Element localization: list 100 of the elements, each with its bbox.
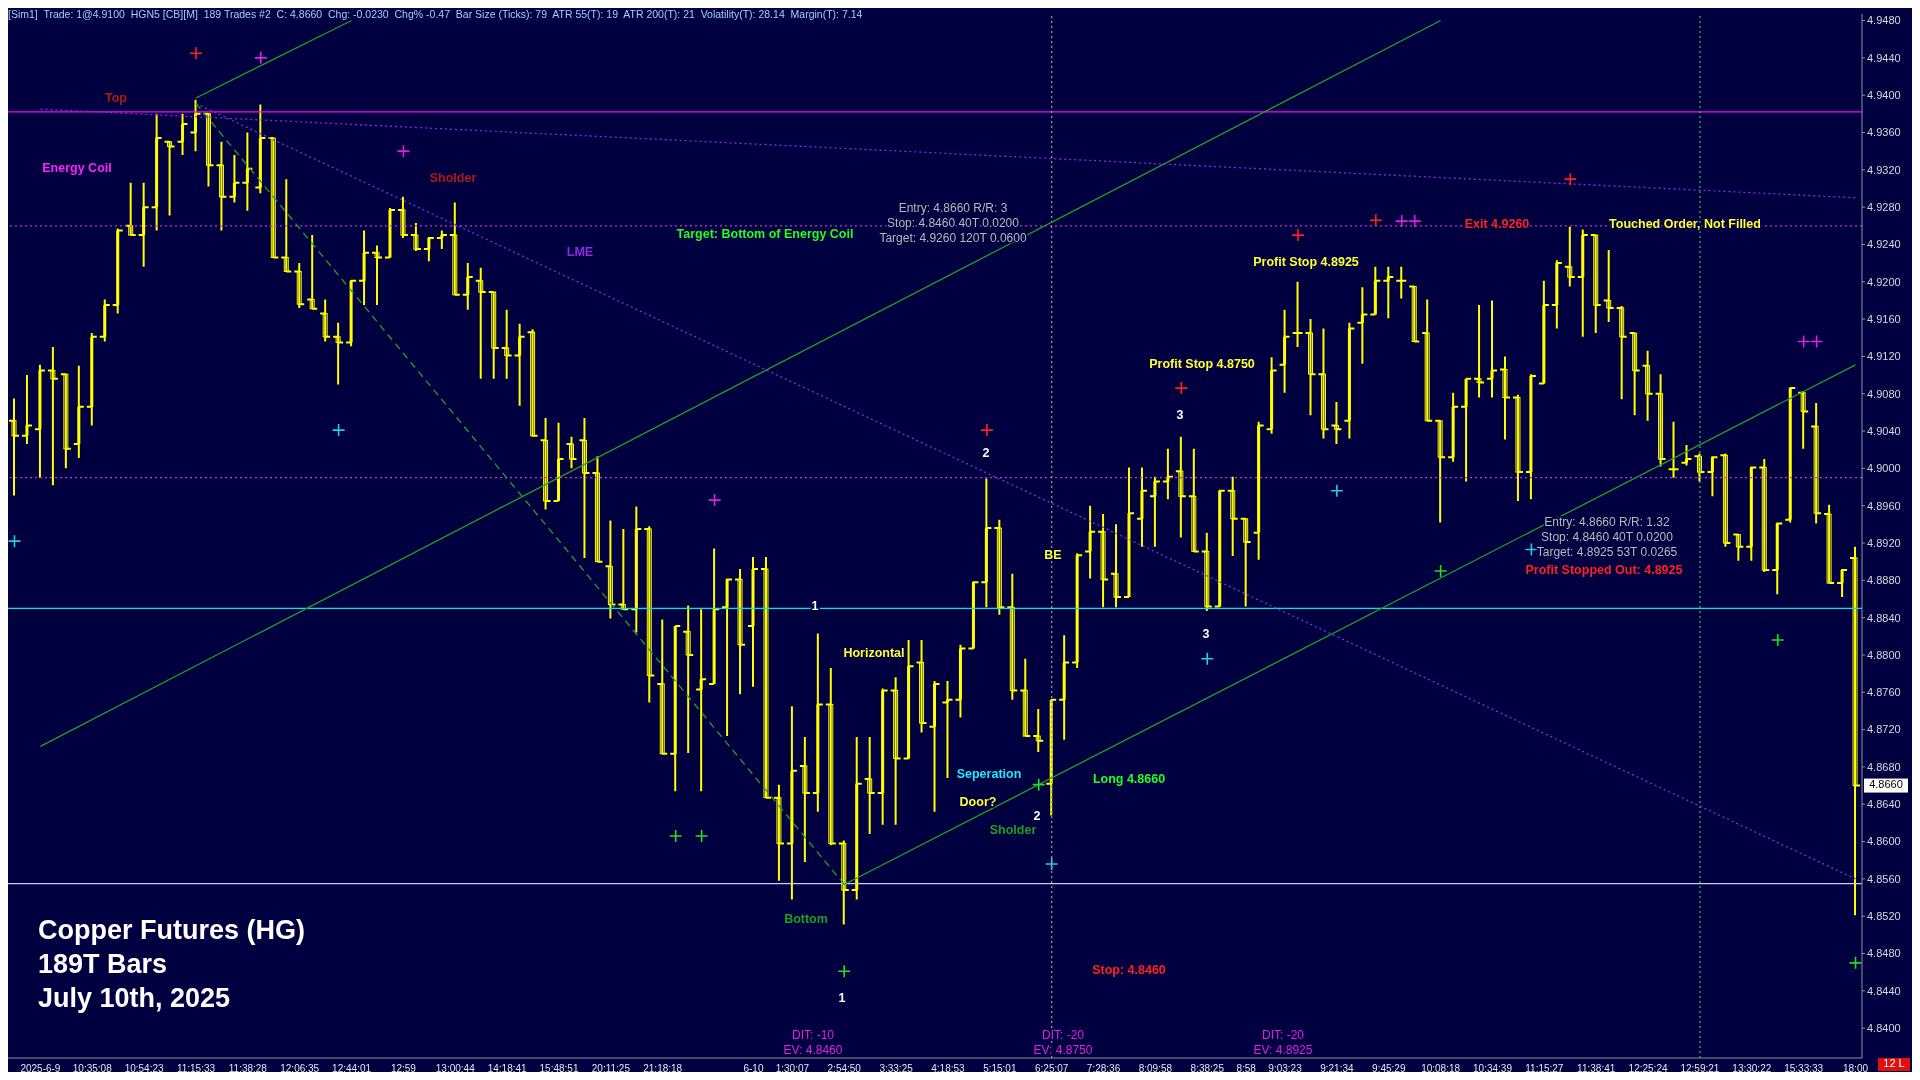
x-tick-label: 18:00 (1843, 1063, 1869, 1075)
annotation: Sholder (989, 823, 1037, 838)
y-tick-label: 4.9200 (1867, 275, 1901, 288)
annotation: Sholder (429, 171, 477, 186)
x-tick-label: 21:18:18 (643, 1063, 683, 1075)
annotation: Top (105, 91, 128, 106)
x-tick-label: 11:38:28 (228, 1063, 268, 1075)
x-tick-label: 11:15:27 (1525, 1063, 1564, 1075)
annotation: BE (1044, 548, 1062, 563)
x-tick-label: 10:08:18 (1421, 1063, 1461, 1075)
point (707, 493, 722, 507)
annotation: DIT: -20 EV: 4.8925 (1253, 1028, 1313, 1058)
y-tick-label: 4.8400 (1867, 1022, 1901, 1035)
x-tick-label: 10:35:08 (72, 1063, 113, 1075)
y-tick-label: 4.8920 (1867, 536, 1901, 549)
x-tick-label: 12:25:24 (1628, 1063, 1668, 1075)
point (980, 423, 994, 437)
y-tick-label: 4.9440 (1867, 51, 1901, 64)
x-tick-label: 13:00:44 (435, 1063, 476, 1075)
y-tick-label: 4.9080 (1867, 387, 1901, 400)
x-tick-label: 8:58 (1236, 1063, 1257, 1075)
y-tick-label: 4.8480 (1867, 947, 1901, 960)
x-tick-label: 14:18:41 (487, 1063, 528, 1075)
x-tick-label: 10:54:23 (124, 1063, 165, 1075)
x-tick-label: 9:03:23 (1268, 1063, 1303, 1075)
x-tick-label: 15:48:51 (539, 1063, 579, 1075)
point (1796, 334, 1811, 349)
y-tick-label: 4.9120 (1867, 350, 1901, 363)
point (1031, 777, 1046, 792)
annotation: Entry: 4.8660 R/R: 1.32 Stop: 4.8460 40T 0.0200 Target: 4.8925 53T 0.0265 (1536, 515, 1678, 560)
point (1394, 214, 1409, 228)
x-tick-label: 6-10 (743, 1063, 764, 1075)
point (254, 51, 268, 65)
point (1044, 857, 1059, 871)
point (1291, 228, 1305, 242)
y-tick-label: 4.9400 (1867, 89, 1901, 102)
y-tick-label: 4.8600 (1867, 835, 1901, 848)
annotation: Energy Coil (42, 161, 112, 176)
y-tick-label: 4.8520 (1867, 910, 1901, 923)
annotation: 4.8660 (1869, 778, 1903, 791)
annotation: 2 (1033, 809, 1041, 824)
y-tick-label: 4.9280 (1867, 201, 1901, 214)
point (1433, 564, 1448, 578)
annotation: Target: Bottom of Energy Coil (676, 227, 854, 242)
x-tick-label: 3:33:25 (879, 1063, 914, 1075)
annotation: Profit Stop 4.8925 (1253, 255, 1359, 270)
x-tick-label: 9:21:34 (1320, 1063, 1355, 1075)
y-tick-label: 4.9320 (1867, 163, 1901, 176)
x-tick-label: 10:34:39 (1473, 1063, 1513, 1075)
y-tick-label: 4.9360 (1867, 126, 1901, 139)
x-tick-label: 11:15:33 (176, 1063, 216, 1075)
point (1848, 956, 1863, 970)
x-tick-label: 11:38:41 (1577, 1063, 1616, 1075)
annotation: Exit 4.9260 (1464, 217, 1530, 232)
y-tick-label: 4.8680 (1867, 760, 1901, 773)
x-tick-label: 15:33:33 (1784, 1063, 1824, 1075)
point (694, 829, 709, 843)
x-tick-label: 7:28:36 (1086, 1063, 1121, 1075)
y-tick-label: 4.8440 (1867, 984, 1901, 997)
annotation: Profit Stopped Out: 4.8925 (1525, 563, 1683, 578)
point (396, 144, 411, 158)
annotation: DIT: -20 EV: 4.8750 (1033, 1028, 1093, 1058)
annotation: Stop: 4.8460 (1092, 963, 1166, 978)
y-tick-label: 4.8800 (1867, 648, 1901, 661)
annotation: Profit Stop 4.8750 (1149, 357, 1255, 372)
x-tick-label: 6:25:07 (1035, 1063, 1069, 1075)
y-tick-label: 4.9000 (1867, 462, 1901, 475)
y-tick-label: 4.8760 (1867, 686, 1901, 699)
point (1369, 213, 1383, 227)
x-tick-label: 20:11:25 (591, 1063, 631, 1075)
chart-subtitle: [Sim1] Trade: 1@4.9100 HGN5 [CB][M] 189 Trades #2 C: 4.8660 Chg: -0.0230 Chg% -0.47 Bar Size (Ticks): 79 ATR 55(T): 19 ATR 200(T): 21 Volatility(T): 28.14 Margin(T): 7.14 (8, 8, 864, 20)
y-tick-label: 4.9160 (1867, 312, 1901, 325)
y-tick-label: 4.9480 (1867, 14, 1901, 27)
annotation: 3 (1202, 627, 1210, 642)
point (331, 423, 346, 437)
y-tick-label: 4.8560 (1867, 872, 1901, 885)
point (1330, 483, 1344, 498)
text: Copper Futures (HG) 189T Bars July 10th, 2025 (38, 914, 305, 1015)
y-tick-label: 4.8960 (1867, 499, 1901, 512)
annotation: 1 (838, 991, 846, 1006)
y-tick-label: 4.8640 (1867, 798, 1901, 811)
annotation: 2 (982, 446, 990, 461)
text: 12 L (1883, 1057, 1905, 1070)
x-tick-label: 2025-6-9 (20, 1063, 61, 1075)
x-tick-label: 4:18:53 (931, 1063, 966, 1075)
annotation: Door? (959, 795, 997, 810)
x-tick-label: 12:06:35 (280, 1063, 320, 1075)
x-tick-label: 12:59:21 (1680, 1063, 1720, 1075)
annotation: Seperation (956, 767, 1022, 782)
x-tick-label: 5:15:01 (983, 1063, 1017, 1075)
point (1200, 651, 1215, 666)
point (837, 964, 852, 979)
x-tick-label: 2:54:50 (827, 1063, 862, 1075)
point (1770, 633, 1785, 647)
point (8, 534, 22, 548)
x-tick-label: 8:09:58 (1138, 1063, 1173, 1075)
annotation: Horizontal (843, 646, 905, 661)
annotation: LME (566, 245, 594, 260)
y-tick-label: 4.8840 (1867, 611, 1901, 624)
x-tick-label: 12:59 (390, 1063, 417, 1075)
